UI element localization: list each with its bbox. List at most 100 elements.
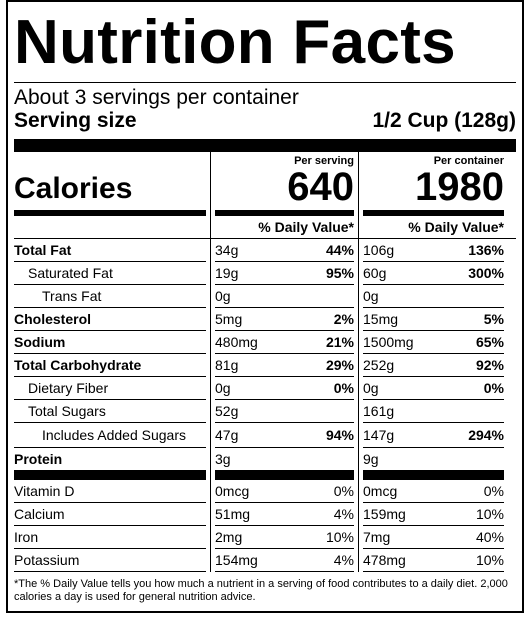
vitamin-container: 478mg 10% <box>363 549 504 572</box>
nutrient-container: 0g <box>363 285 504 308</box>
vitamin-container: 0mcg 0% <box>363 480 504 503</box>
per-serving-header: Per serving <box>294 155 354 167</box>
daily-value: 10% <box>475 552 504 568</box>
amount: 34g <box>215 242 239 258</box>
daily-value: 2% <box>333 311 354 327</box>
vitamin-name: Vitamin D <box>14 480 206 503</box>
vitamin-name: Iron <box>14 526 206 549</box>
nutrient-serving: 480mg 21% <box>215 331 354 354</box>
amount: 0mcg <box>363 483 398 499</box>
nutrient-name: Dietary Fiber <box>14 377 206 400</box>
amount: 106g <box>363 242 395 258</box>
nutrient-container: 15mg 5% <box>363 308 504 331</box>
nutrient-name: Saturated Fat <box>14 262 206 285</box>
nutrient-container: 9g <box>363 448 504 470</box>
serving-size-value: 1/2 Cup (128g) <box>372 109 516 132</box>
calories-per-container: 1980 <box>415 165 504 209</box>
nutrient-serving: 3g <box>215 448 354 470</box>
nutrient-container: 0g 0% <box>363 377 504 400</box>
divider <box>14 238 516 239</box>
amount: 5mg <box>215 311 243 327</box>
vitamin-name: Potassium <box>14 549 206 572</box>
amount: 0g <box>215 380 231 396</box>
amount: 0g <box>363 380 379 396</box>
nutrient-name: Protein <box>14 451 63 467</box>
amount: 2mg <box>215 529 243 545</box>
medium-divider <box>14 210 206 216</box>
nutrient-serving: 0g <box>215 285 354 308</box>
daily-value: 10% <box>475 506 504 522</box>
label-title: Nutrition Facts <box>14 8 456 77</box>
thick-divider <box>14 470 206 480</box>
daily-value: 0% <box>483 380 504 396</box>
vitamin-container: 159mg 10% <box>363 503 504 526</box>
daily-value: 21% <box>325 334 354 350</box>
calories-section: Calories Per serving 640 Per container 1… <box>14 152 516 238</box>
amount: 15mg <box>363 311 399 327</box>
servings-per-container: About 3 servings per container <box>14 86 299 109</box>
daily-value: 95% <box>325 265 354 281</box>
vitamin-container: 7mg 40% <box>363 526 504 549</box>
thick-divider <box>215 470 354 480</box>
vitamin-name: Calcium <box>14 503 206 526</box>
nutrient-serving: 52g <box>215 400 354 423</box>
nutrient-serving: 0g 0% <box>215 377 354 400</box>
amount: 159mg <box>363 506 406 522</box>
daily-value: 29% <box>325 357 354 373</box>
daily-value: 92% <box>475 357 504 373</box>
amount: 60g <box>363 265 387 281</box>
vitamin-serving: 0mcg 0% <box>215 480 354 503</box>
nutrient-container: 60g 300% <box>363 262 504 285</box>
nutrient-container: 161g <box>363 400 504 423</box>
nutrient-container: 106g 136% <box>363 239 504 262</box>
amount: 480mg <box>215 334 258 350</box>
amount: 7mg <box>363 529 391 545</box>
daily-value: 94% <box>325 427 354 443</box>
amount: 478mg <box>363 552 406 568</box>
daily-value-header-container: % Daily Value* <box>408 219 504 235</box>
nutrient-serving: 19g 95% <box>215 262 354 285</box>
serving-size-label: Serving size <box>14 109 137 132</box>
daily-value: 40% <box>475 529 504 545</box>
thick-divider <box>14 139 516 152</box>
amount: 0g <box>363 288 379 304</box>
amount: 3g <box>215 451 231 467</box>
daily-value-header-serving: % Daily Value* <box>258 219 354 235</box>
daily-value: 0% <box>333 380 354 396</box>
daily-value: 0% <box>333 483 354 499</box>
daily-value: 136% <box>468 242 504 258</box>
amount: 9g <box>363 451 379 467</box>
vitamin-serving: 2mg 10% <box>215 526 354 549</box>
nutrient-name: Total Fat <box>14 239 206 262</box>
daily-value: 4% <box>333 506 354 522</box>
vitamin-serving: 154mg 4% <box>215 549 354 572</box>
amount: 47g <box>215 427 239 443</box>
medium-divider <box>363 210 504 216</box>
nutrient-serving: 47g 94% <box>215 423 354 448</box>
amount: 161g <box>363 403 395 419</box>
daily-value: 4% <box>333 552 354 568</box>
nutrient-table: Total Fat 34g 44% 106g 136% Saturated Fat … <box>14 239 516 572</box>
vitamin-serving: 51mg 4% <box>215 503 354 526</box>
daily-value: 294% <box>468 427 504 443</box>
divider <box>14 82 516 83</box>
daily-value: 10% <box>325 529 354 545</box>
amount: 51mg <box>215 506 251 522</box>
amount: 1500mg <box>363 334 414 350</box>
calories-label: Calories <box>14 172 133 205</box>
amount: 252g <box>363 357 395 373</box>
amount: 0g <box>215 288 231 304</box>
nutrient-serving: 5mg 2% <box>215 308 354 331</box>
nutrient-name: Trans Fat <box>14 285 206 308</box>
amount: 147g <box>363 427 395 443</box>
daily-value: 65% <box>475 334 504 350</box>
amount: 52g <box>215 403 239 419</box>
nutrient-name: Sodium <box>14 331 206 354</box>
amount: 19g <box>215 265 239 281</box>
nutrient-serving: 34g 44% <box>215 239 354 262</box>
calories-per-serving: 640 <box>287 165 354 209</box>
medium-divider <box>215 210 354 216</box>
nutrient-name: Cholesterol <box>14 308 206 331</box>
daily-value: 0% <box>483 483 504 499</box>
amount: 0mcg <box>215 483 250 499</box>
